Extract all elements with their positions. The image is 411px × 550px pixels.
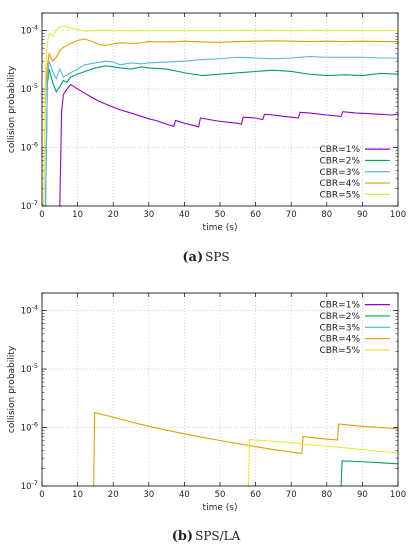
x-tick-label: 40 bbox=[179, 490, 190, 500]
y-tick-exponent: -4 bbox=[32, 24, 38, 32]
plot-frame bbox=[41, 292, 399, 487]
plot-frame bbox=[41, 12, 399, 207]
series-line-cbr2 bbox=[340, 460, 398, 486]
legend-label: CBR=1% bbox=[319, 301, 360, 311]
caption-b-text: SPS/LA bbox=[195, 529, 241, 543]
caption-a: (a) SPS bbox=[182, 250, 229, 265]
y-tick-label: 10-5 bbox=[21, 362, 38, 375]
y-tick-label: 10-4 bbox=[21, 304, 38, 317]
x-tick-label: 0 bbox=[39, 210, 44, 220]
series-line-cbr2 bbox=[45, 65, 398, 206]
x-tick-label: 70 bbox=[286, 490, 297, 500]
x-tick-label: 60 bbox=[250, 490, 261, 500]
legend-label: CBR=4% bbox=[319, 179, 360, 189]
series-line-cbr4 bbox=[93, 411, 398, 486]
x-tick-label: 30 bbox=[143, 210, 154, 220]
caption-a-text: SPS bbox=[205, 250, 230, 264]
legend-label: CBR=5% bbox=[319, 346, 360, 356]
x-tick-label: 0 bbox=[39, 490, 44, 500]
x-tick-label: 80 bbox=[321, 490, 332, 500]
legend-label: CBR=3% bbox=[319, 323, 360, 333]
x-tick-label: 50 bbox=[215, 210, 226, 220]
y-axis-label: collision probability bbox=[7, 65, 17, 153]
x-tick-label: 100 bbox=[390, 490, 406, 500]
x-tick-label: 20 bbox=[108, 490, 119, 500]
y-tick-exponent: -7 bbox=[32, 479, 38, 487]
legend-label: CBR=5% bbox=[319, 190, 360, 200]
chart-panel-a: 0 10 20 30 40 50 60 70 80 90 100 10-7 10-6 10-5 10-4 ti… bbox=[7, 12, 406, 233]
legend-label: CBR=4% bbox=[319, 335, 360, 345]
y-tick-exponent: -6 bbox=[32, 141, 38, 149]
x-tick-label: 70 bbox=[286, 210, 297, 220]
series-line-cbr5 bbox=[43, 25, 398, 206]
legend-label: CBR=1% bbox=[319, 145, 360, 155]
series-line-cbr4 bbox=[43, 38, 398, 206]
x-tick-label: 60 bbox=[250, 210, 261, 220]
x-tick-label: 100 bbox=[390, 210, 406, 220]
x-axis-label: time (s) bbox=[203, 223, 238, 233]
legend-label: CBR=2% bbox=[319, 312, 360, 322]
y-tick-exponent: -6 bbox=[32, 421, 38, 429]
legend-label: CBR=3% bbox=[319, 168, 360, 178]
x-tick-label: 20 bbox=[108, 210, 119, 220]
x-tick-label: 40 bbox=[179, 210, 190, 220]
x-tick-label: 50 bbox=[215, 490, 226, 500]
x-tick-label: 10 bbox=[72, 210, 83, 220]
caption-a-label: (a) bbox=[182, 250, 203, 265]
y-tick-label: 10-6 bbox=[21, 141, 38, 154]
chart-panel-b: 0 10 20 30 40 50 60 70 80 90 100 10-7 10-6 10-5 10-4 ti… bbox=[7, 292, 406, 513]
y-tick-exponent: -5 bbox=[32, 82, 38, 90]
y-tick-exponent: -4 bbox=[32, 304, 38, 312]
y-tick-label: 10-5 bbox=[21, 82, 38, 95]
caption-b-label: (b) bbox=[172, 529, 193, 544]
x-axis-label: time (s) bbox=[203, 503, 238, 513]
y-tick-exponent: -5 bbox=[32, 362, 38, 370]
y-axis-label: collision probability bbox=[7, 345, 17, 433]
y-tick-label: 10-6 bbox=[21, 421, 38, 434]
series-line-cbr3 bbox=[45, 55, 398, 206]
x-tick-label: 90 bbox=[357, 210, 368, 220]
x-tick-label: 10 bbox=[72, 490, 83, 500]
series-line-cbr5 bbox=[247, 439, 398, 486]
x-tick-label: 80 bbox=[321, 210, 332, 220]
y-tick-label: 10-7 bbox=[21, 199, 38, 212]
x-tick-label: 30 bbox=[143, 490, 154, 500]
y-tick-label: 10-4 bbox=[21, 24, 38, 37]
series-line-cbr1 bbox=[59, 83, 398, 206]
caption-b: (b) SPS/LA bbox=[172, 529, 241, 544]
legend-label: CBR=2% bbox=[319, 156, 360, 166]
y-tick-exponent: -7 bbox=[32, 199, 38, 207]
y-tick-label: 10-7 bbox=[21, 479, 38, 492]
x-tick-label: 90 bbox=[357, 490, 368, 500]
